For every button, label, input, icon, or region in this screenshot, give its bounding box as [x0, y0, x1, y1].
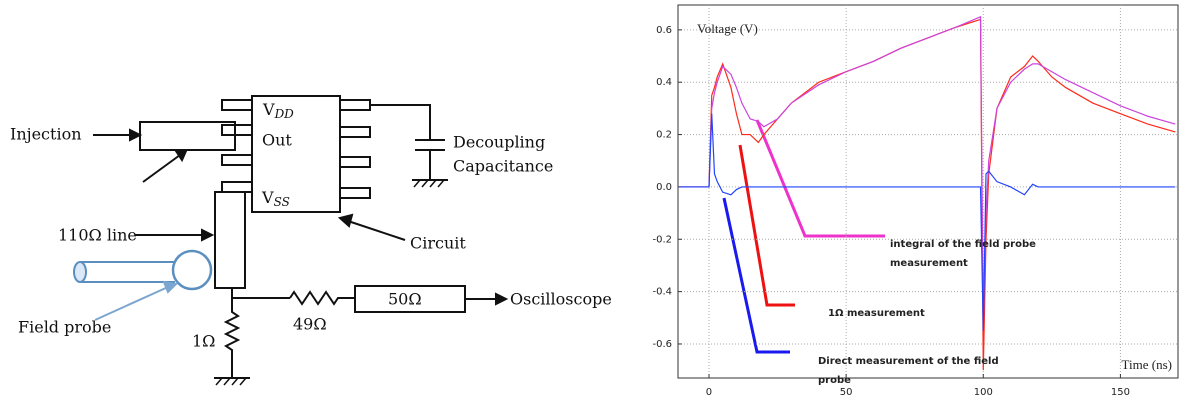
pin: [221, 154, 253, 166]
annotation: measurement: [890, 258, 968, 269]
label: 1Ω: [192, 332, 215, 351]
callout-line: [755, 119, 885, 238]
plot-frame: [677, 4, 1179, 379]
y-tick-label: -0.2: [652, 234, 672, 245]
pin: [221, 124, 253, 136]
x-tick-label: 100: [974, 387, 993, 398]
x-tick-label: 50: [840, 387, 853, 398]
data-line: [678, 113, 1176, 331]
label: 110Ω line: [58, 226, 137, 245]
ground-hatch: [215, 377, 247, 386]
probe-end: [73, 261, 87, 283]
label: Capacitance: [453, 157, 553, 176]
arrowhead: [337, 213, 354, 228]
data-line: [678, 15, 1176, 318]
label: Injection: [10, 125, 82, 144]
resistor-49: [289, 290, 355, 306]
x-axis-label: Time (ns): [1122, 357, 1172, 372]
injection-line: [139, 121, 236, 151]
label: Field probe: [18, 318, 111, 337]
line-110: [214, 191, 246, 289]
pin: [339, 126, 371, 138]
circuit-diagram: Injection Out VDD VSS Decoupling Capacit…: [10, 95, 612, 386]
label: V: [262, 100, 275, 119]
y-tick-label: -0.4: [652, 287, 672, 298]
x-tick-label: 0: [706, 387, 712, 398]
arrowhead: [201, 228, 215, 242]
annotation: Direct measurement of the field: [818, 356, 999, 367]
label: V: [261, 188, 274, 207]
pin: [339, 99, 371, 111]
callout-line: [738, 144, 795, 307]
wire: [231, 288, 290, 299]
label: Circuit: [410, 234, 466, 253]
label: SS: [274, 195, 290, 209]
pin: [221, 99, 253, 111]
label: 49Ω: [293, 315, 327, 334]
annotation: integral of the field probe: [890, 239, 1036, 250]
callout-line: [722, 197, 790, 354]
label: Decoupling: [453, 133, 545, 152]
probe-loop: [171, 249, 213, 291]
label: DD: [274, 107, 295, 121]
ground-hatch: [413, 179, 445, 188]
y-tick-label: 0.2: [656, 130, 672, 141]
label: Oscilloscope: [510, 290, 612, 309]
y-axis-label: Voltage (V): [697, 21, 758, 36]
arrowhead: [162, 280, 179, 294]
y-tick-label: 0.6: [656, 25, 672, 36]
chart: 0.6 0.4 0.2 0.0 -0.2 -0.4 -0.6 0 50 100 150 Voltage…: [652, 4, 1179, 398]
label: 50Ω: [388, 290, 422, 309]
y-tick-label: 0.0: [656, 182, 672, 193]
wire: [370, 104, 431, 140]
pin: [339, 156, 371, 168]
arrow: [142, 154, 181, 183]
arrowhead: [129, 128, 143, 142]
annotation: 1Ω measurement: [828, 308, 925, 319]
label: Out: [262, 131, 292, 150]
label: VSS: [261, 188, 290, 209]
probe-cable: [80, 261, 175, 283]
arrowhead: [495, 292, 509, 306]
pin: [221, 181, 253, 193]
y-tick-label: -0.6: [652, 339, 672, 350]
arrow: [94, 286, 169, 321]
pin: [339, 187, 371, 199]
annotation: probe: [818, 375, 851, 386]
label: VDD: [262, 100, 294, 121]
resistor-1: [223, 298, 241, 378]
data-line: [678, 18, 1176, 371]
arrow: [347, 220, 406, 241]
arrowhead: [174, 150, 188, 163]
x-tick-label: 150: [1111, 387, 1130, 398]
y-tick-label: 0.4: [656, 77, 672, 88]
